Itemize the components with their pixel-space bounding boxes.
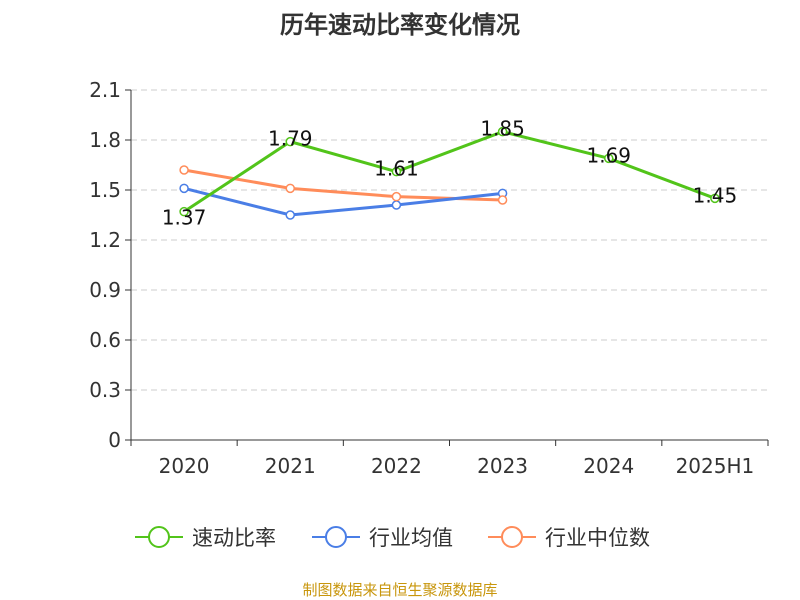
data-point xyxy=(179,183,189,194)
source-note: 制图数据来自恒生聚源数据库 xyxy=(302,581,497,599)
legend-item: 速动比率 xyxy=(135,526,276,550)
x-tick-label: 2024 xyxy=(583,454,634,478)
series-line xyxy=(183,168,503,202)
data-point xyxy=(391,166,402,177)
x-tick-label: 2023 xyxy=(477,454,528,478)
data-label: 1.61 xyxy=(374,157,419,181)
y-tick-label: 0 xyxy=(108,428,121,452)
data-point xyxy=(497,126,508,137)
data-label: 1.69 xyxy=(586,143,631,167)
legend-marker xyxy=(501,526,523,548)
data-point xyxy=(285,183,295,194)
legend-label: 行业中位数 xyxy=(545,526,650,550)
series-line xyxy=(183,186,503,217)
legend-label: 速动比率 xyxy=(192,526,276,550)
series-line xyxy=(183,130,716,213)
data-label: 1.37 xyxy=(162,206,207,230)
x-tick-label: 2025H1 xyxy=(676,454,755,478)
y-tick-label: 0.9 xyxy=(89,278,121,302)
chart-title: 历年速动比率变化情况 xyxy=(280,11,520,39)
data-point xyxy=(604,153,614,164)
legend-marker xyxy=(148,526,170,548)
y-tick-label: 1.5 xyxy=(89,178,121,202)
data-point xyxy=(391,200,402,210)
data-point xyxy=(710,193,720,204)
data-point xyxy=(285,210,295,220)
data-label: 1.45 xyxy=(693,183,738,207)
data-point xyxy=(497,195,508,205)
y-tick-label: 1.8 xyxy=(89,128,121,152)
legend-item: 行业均值 xyxy=(312,526,453,550)
legend-marker xyxy=(325,526,347,548)
data-label: 1.85 xyxy=(480,117,525,141)
x-tick-label: 2021 xyxy=(265,454,316,478)
legend-item: 行业中位数 xyxy=(488,526,650,550)
data-point xyxy=(179,206,189,217)
y-tick-label: 0.3 xyxy=(89,378,121,402)
x-tick-label: 2020 xyxy=(159,454,210,478)
data-label: 1.79 xyxy=(268,127,313,151)
data-point xyxy=(179,165,189,175)
y-tick-label: 2.1 xyxy=(89,78,121,102)
data-point xyxy=(391,191,402,202)
y-tick-label: 1.2 xyxy=(89,228,121,252)
x-tick-label: 2022 xyxy=(371,454,422,478)
legend-label: 行业均值 xyxy=(369,526,453,550)
data-point xyxy=(285,136,295,147)
y-tick-label: 0.6 xyxy=(89,328,121,352)
